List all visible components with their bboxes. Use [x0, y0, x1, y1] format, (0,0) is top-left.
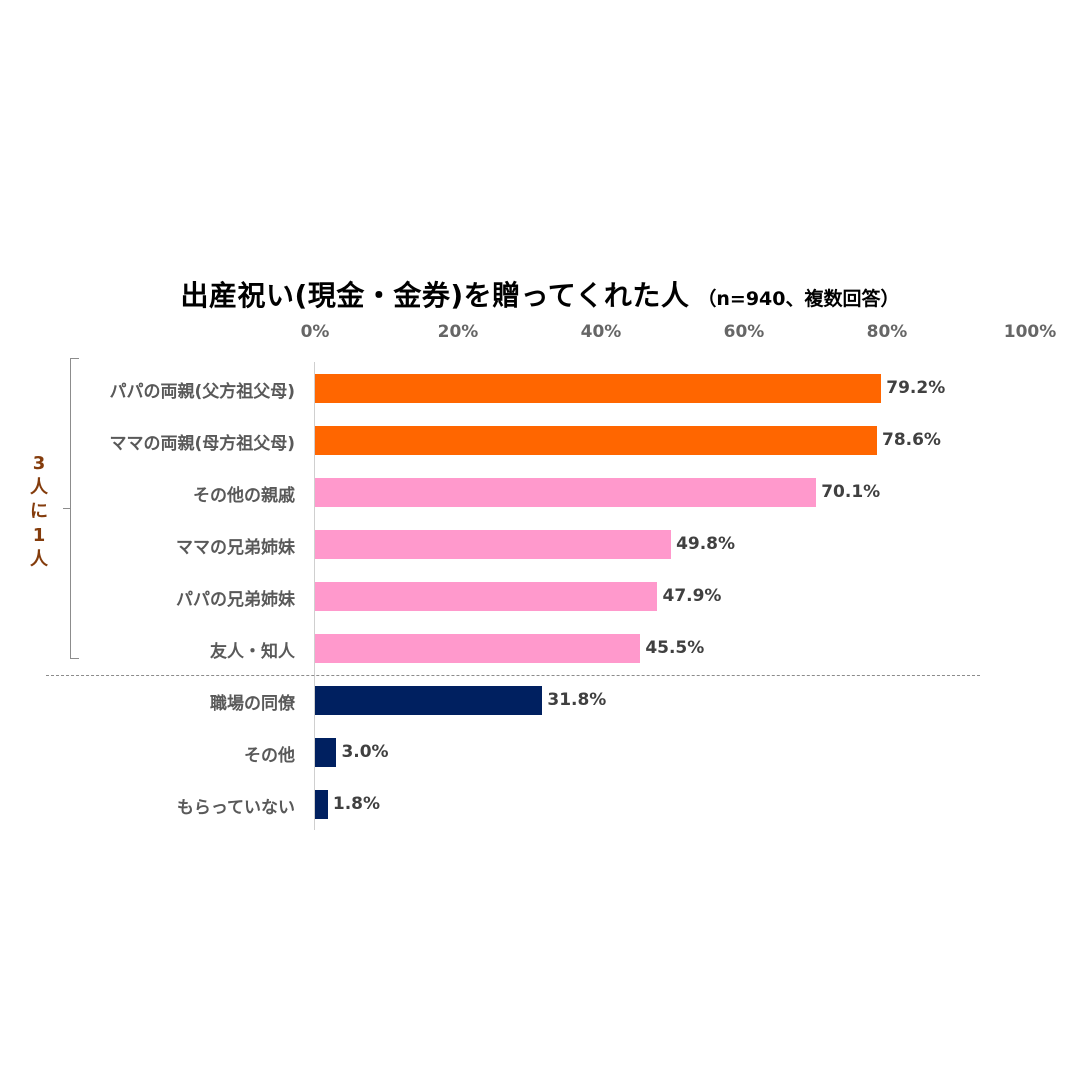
x-tick-label: 20% — [437, 322, 479, 342]
value-label: 78.6% — [881, 430, 941, 450]
bar — [315, 478, 817, 507]
x-tick-label: 0% — [300, 322, 330, 342]
bar-row: パパの両親(父方祖父母) 79.2% — [0, 374, 1080, 404]
bar-row: その他の親戚 70.1% — [0, 478, 1080, 508]
y-axis-line — [314, 362, 315, 830]
annotation-char: に — [30, 501, 48, 522]
value-label: 31.8% — [547, 690, 607, 710]
bar-row: 友人・知人 45.5% — [0, 634, 1080, 664]
value-label: 49.8% — [676, 534, 736, 554]
category-label: 友人・知人 — [210, 642, 295, 662]
category-label: パパの両親(父方祖父母) — [109, 382, 295, 402]
value-label: 47.9% — [662, 586, 722, 606]
bar-row: 職場の同僚 31.8% — [0, 686, 1080, 716]
bar — [315, 426, 877, 455]
bar-row: ママの両親(母方祖父母) 78.6% — [0, 426, 1080, 456]
bar — [315, 686, 543, 715]
bar-row: その他 3.0% — [0, 738, 1080, 768]
value-label: 3.0% — [341, 742, 389, 762]
annotation-char: 1 — [32, 525, 46, 546]
value-label: 45.5% — [645, 638, 705, 658]
value-label: 1.8% — [332, 794, 381, 814]
annotation-char: 3 — [32, 453, 46, 474]
value-label: 79.2% — [886, 378, 946, 398]
bar-row: パパの兄弟姉妹 47.9% — [0, 582, 1080, 612]
x-tick-label: 60% — [723, 322, 765, 342]
group-bracket-tick — [63, 508, 71, 509]
category-label: その他 — [244, 746, 295, 766]
group-separator-line — [46, 675, 980, 676]
x-tick-label: 40% — [580, 322, 622, 342]
category-label: ママの兄弟姉妹 — [176, 538, 295, 558]
annotation-char: 人 — [30, 477, 48, 498]
value-label: 70.1% — [821, 482, 881, 502]
x-tick-label: 80% — [866, 322, 908, 342]
category-label: ママの両親(母方祖父母) — [109, 434, 295, 454]
bar-row: もらっていない 1.8% — [0, 790, 1080, 820]
bar — [315, 738, 337, 767]
category-label: もらっていない — [176, 798, 295, 818]
bar — [315, 634, 641, 663]
chart-subtitle: （n=940、複数回答） — [697, 288, 900, 310]
bar — [315, 374, 882, 403]
annotation-char: 人 — [30, 549, 48, 570]
x-tick-label: 100% — [1003, 322, 1057, 342]
category-label: 職場の同僚 — [210, 694, 295, 714]
category-label: その他の親戚 — [193, 486, 295, 506]
category-label: パパの兄弟姉妹 — [176, 590, 295, 610]
chart-title-main: 出産祝い(現金・金券)を贈ってくれた人 — [180, 279, 690, 312]
bar — [315, 790, 328, 819]
bar — [315, 530, 672, 559]
bar-row: ママの兄弟姉妹 49.8% — [0, 530, 1080, 560]
chart-title: 出産祝い(現金・金券)を贈ってくれた人 （n=940、複数回答） — [0, 274, 1080, 314]
bar — [315, 582, 658, 611]
